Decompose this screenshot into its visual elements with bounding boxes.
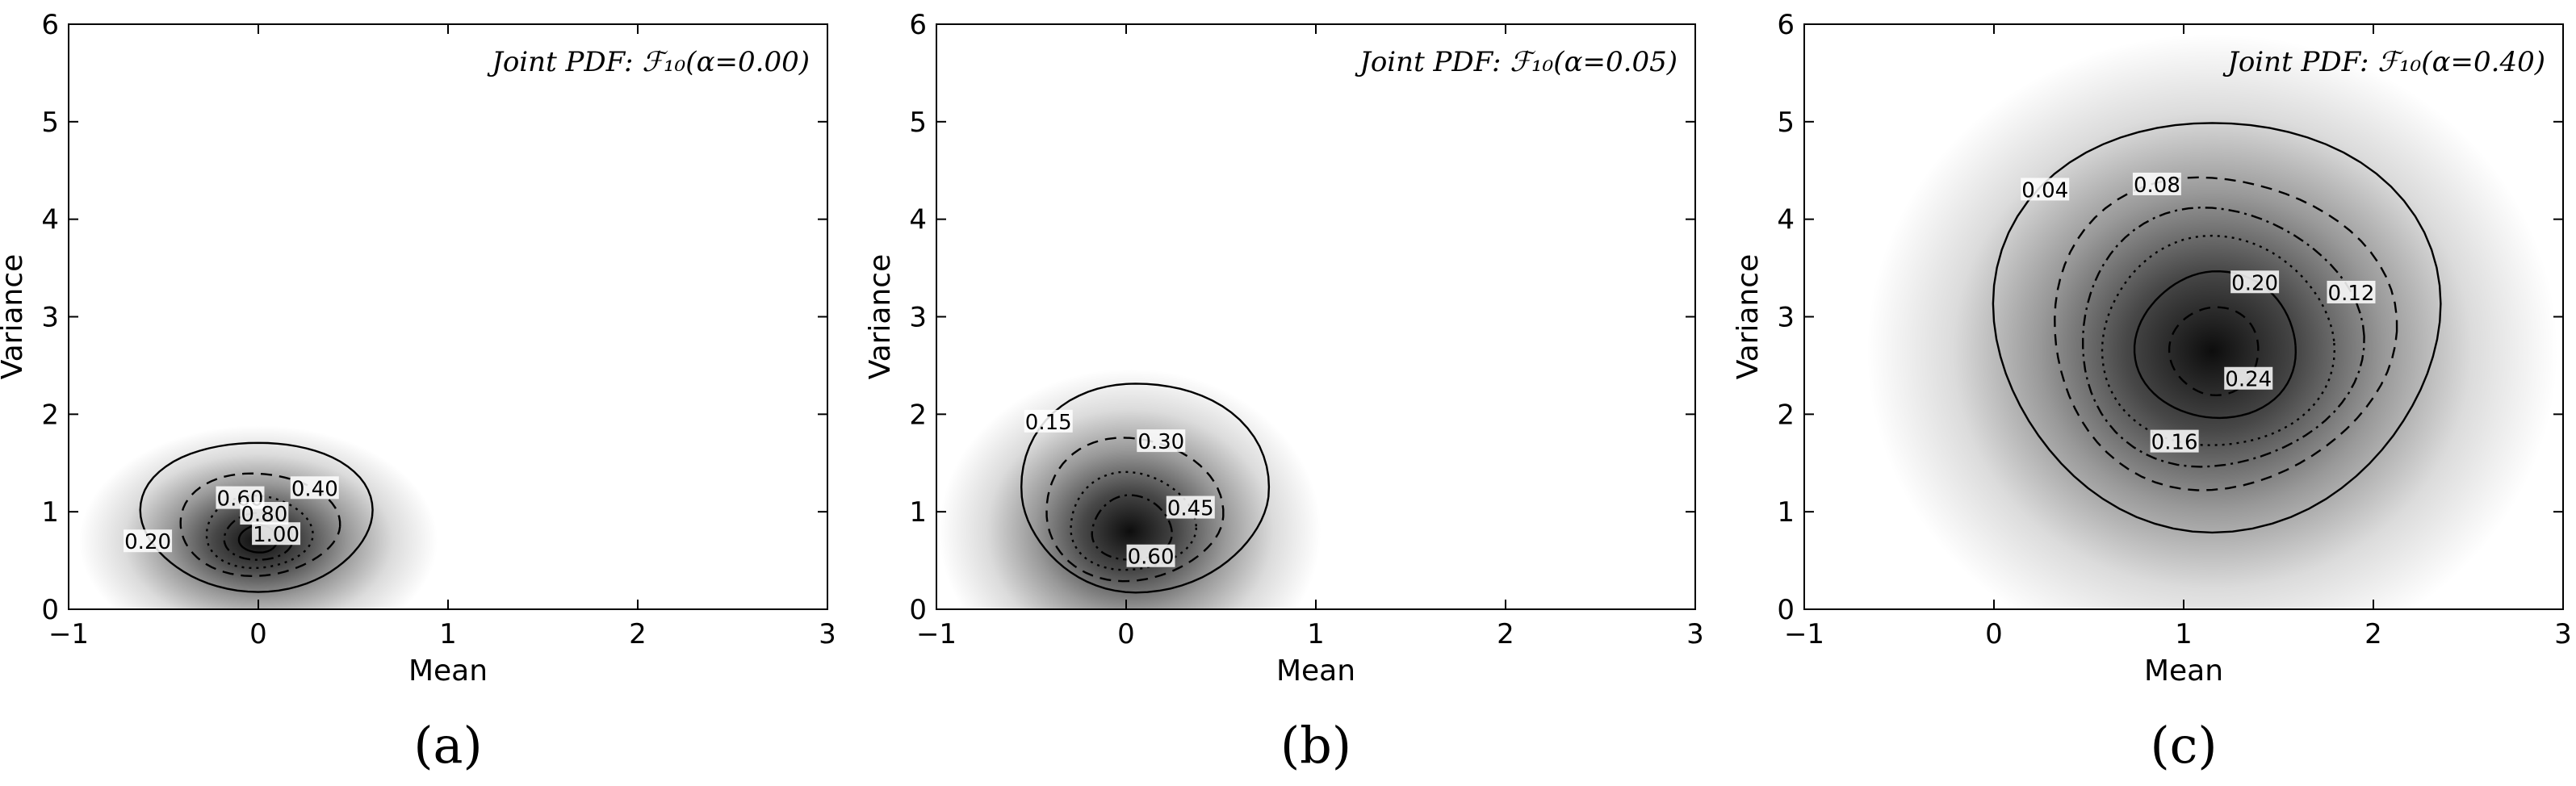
y-tick-label: 6 [1777,9,1795,41]
subfigure-label: (b) [1280,716,1351,775]
contour-label-bg [1166,495,1215,519]
x-tick-label: −1 [48,618,89,650]
contour-label-bg [2021,178,2070,201]
y-axis-label: Variance [864,254,897,380]
y-tick-label: 0 [909,594,927,626]
x-tick-label: 3 [819,618,836,650]
y-tick-label: 1 [909,496,927,529]
panel-title: Joint PDF: ℱ₁₀(α=0.05) [1355,46,1678,78]
y-tick-label: 2 [41,399,59,431]
contour-label: 0.40 [291,477,338,501]
x-tick-label: 1 [1307,618,1325,650]
contour-label-bg [252,522,301,546]
y-tick-label: 2 [909,399,927,431]
contour-label: 0.08 [2134,174,2180,198]
y-tick-label: 5 [1777,107,1795,139]
subfigure-label: (a) [413,716,482,775]
contour-label: 0.04 [2021,178,2068,203]
contour-label: 0.12 [2328,282,2375,306]
contour-label: 0.60 [1128,546,1175,570]
x-tick-label: 0 [1985,618,2003,650]
contour-label-bg [290,476,339,500]
contour-label-bg [2224,366,2273,390]
x-tick-label: 2 [2364,618,2382,650]
contour-label-bg [124,529,173,553]
y-tick-label: 0 [41,594,59,626]
contour-label: 0.45 [1167,497,1214,521]
y-tick-label: 4 [41,204,59,236]
panel-2: 0.150.300.450.60−1 0 1 2 30123456MeanVarianc… [864,9,1704,775]
y-tick-label: 3 [1777,302,1795,334]
y-tick-label: 6 [41,9,59,41]
x-tick-label: 1 [2175,618,2193,650]
x-tick-label: 3 [2554,618,2572,650]
x-tick-label: 0 [1117,618,1135,650]
panel-title: Joint PDF: ℱ₁₀(α=0.40) [2222,46,2545,78]
x-tick-label: 0 [249,618,267,650]
contour-label: 0.24 [2225,368,2272,392]
y-tick-label: 1 [41,496,59,529]
density-shading [1866,33,2558,609]
panel-1: 0.200.400.600.801.00−1 0 1 2 30123456MeanVar… [0,9,836,775]
subfigure-label: (c) [2150,716,2217,775]
y-axis-label: Variance [0,254,29,380]
y-tick-label: 3 [41,302,59,334]
panel-title: Joint PDF: ℱ₁₀(α=0.00) [487,46,810,78]
contour-label: 0.15 [1025,411,1072,435]
contour-label: 0.20 [124,530,171,554]
contour-label: 0.30 [1137,430,1184,454]
contour-label-bg [1126,544,1175,567]
y-tick-label: 3 [909,302,927,334]
contour-label: 0.20 [2231,271,2278,295]
contour-line-0.04 [1992,122,2442,534]
x-axis-label: Mean [1276,654,1355,688]
x-tick-label: 2 [629,618,647,650]
panel-3: 0.04 0.080.120.160.200.24−1 0 1 2 30123456Mea… [1732,9,2572,775]
contour-label: 0.16 [2151,431,2198,455]
y-tick-label: 6 [909,9,927,41]
contour-line-0.08 [2054,176,2398,491]
x-axis-label: Mean [408,654,488,688]
contour-label-bg [1024,409,1073,433]
contour-line-0.24 [2168,306,2260,397]
contour-label-bg [240,502,289,525]
x-tick-label: 3 [1686,618,1704,650]
contour-label-bg [1137,429,1186,453]
contour-line-0.20 [139,441,374,593]
y-tick-label: 5 [909,107,927,139]
contour-line-0.16 [2101,234,2336,446]
y-tick-label: 4 [909,204,927,236]
x-axis-label: Mean [2144,654,2223,688]
y-tick-label: 1 [1777,496,1795,529]
y-tick-label: 2 [1777,399,1795,431]
contour-line-0.15 [1020,383,1271,594]
contour-line-0.30 [1045,437,1225,583]
x-tick-label: −1 [1784,618,1824,650]
contour-label-bg [2132,172,2181,195]
contour-line-0.12 [2081,206,2365,468]
y-tick-label: 5 [41,107,59,139]
contour-label-bg [2327,280,2376,303]
x-tick-label: −1 [916,618,957,650]
y-axis-label: Variance [1732,254,1765,380]
contour-label-bg [2230,270,2280,294]
contour-label: 1.00 [253,523,299,547]
x-tick-label: 1 [439,618,457,650]
y-tick-label: 0 [1777,594,1795,626]
y-tick-label: 4 [1777,204,1795,236]
contour-label-bg [2150,429,2199,453]
x-tick-label: 2 [1497,618,1514,650]
